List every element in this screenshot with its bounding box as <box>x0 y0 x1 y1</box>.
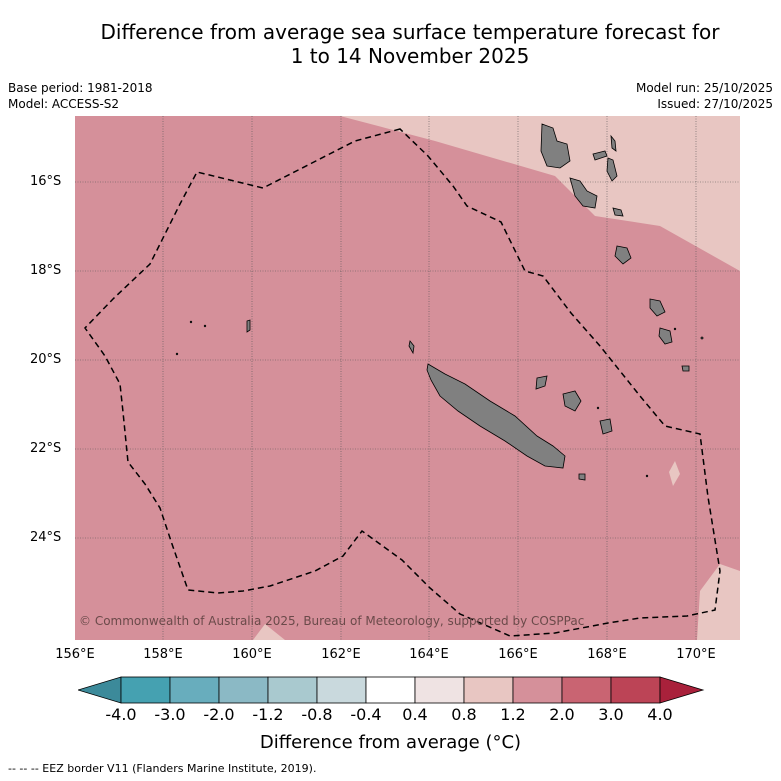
new-caledonia-island <box>426 363 566 469</box>
lon-label: 164°E <box>409 647 449 662</box>
meta-left: Base period: 1981-2018 Model: ACCESS-S2 <box>8 80 153 112</box>
islet-6 <box>700 336 704 340</box>
erromango-island <box>649 298 666 317</box>
colorbar-segment <box>120 676 171 704</box>
lat-label: 16°S <box>30 174 62 189</box>
land-masses <box>175 123 704 481</box>
colorbar <box>76 674 708 710</box>
lat-label: 22°S <box>30 441 62 456</box>
lon-label: 156°E <box>55 647 95 662</box>
colorbar-extend-low <box>76 676 122 704</box>
pentecost-island <box>606 157 618 182</box>
meta-right: Model run: 25/10/2025 Issued: 27/10/2025 <box>636 80 773 112</box>
colorbar-svg <box>76 676 705 704</box>
espiritu-santo-island <box>540 123 571 169</box>
colorbar-extend-high <box>659 676 705 704</box>
lifou-island <box>562 390 582 412</box>
maewo-island <box>610 134 617 152</box>
anomaly-zone-mild-northeast <box>340 116 740 271</box>
chesterfield-island <box>246 319 251 333</box>
colorbar-tick-label: 1.2 <box>500 705 526 724</box>
anomaly-zone-mild-southeast <box>697 564 740 640</box>
colorbar-tick-label: -1.2 <box>252 705 284 724</box>
malekula-island <box>569 177 598 209</box>
isle-of-pines <box>578 473 586 481</box>
colorbar-segment <box>512 676 563 704</box>
lon-label: 162°E <box>321 647 361 662</box>
model-name: Model: ACCESS-S2 <box>8 97 120 111</box>
title-line-2: 1 to 14 November 2025 <box>290 44 530 68</box>
colorbar-segment <box>610 676 661 704</box>
lon-label: 160°E <box>232 647 272 662</box>
tanna-island <box>658 327 673 345</box>
title-line-1: Difference from average sea surface temp… <box>100 20 720 44</box>
islet-5 <box>673 327 677 331</box>
colorbar-tick-label: 3.0 <box>598 705 624 724</box>
colorbar-tick-label: 0.4 <box>402 705 428 724</box>
lon-label: 166°E <box>498 647 538 662</box>
issued-date: Issued: 27/10/2025 <box>657 97 773 111</box>
map-title: Difference from average sea surface temp… <box>60 20 760 68</box>
belep-island <box>408 340 415 355</box>
islet-7 <box>645 474 649 478</box>
eez-border <box>84 128 721 637</box>
lat-label: 18°S <box>30 263 62 278</box>
ambae-island <box>592 150 608 161</box>
colorbar-tick-label: 0.8 <box>451 705 477 724</box>
islet-3 <box>175 352 179 356</box>
aneityum-island <box>681 365 690 372</box>
map-area[interactable] <box>75 116 740 640</box>
islet-2 <box>203 324 207 328</box>
colorbar-segment <box>169 676 220 704</box>
colorbar-segment <box>316 676 367 704</box>
anomaly-zone-mild-south <box>253 624 285 640</box>
colorbar-tick-label: 4.0 <box>647 705 673 724</box>
colorbar-segment <box>365 676 416 704</box>
eez-legend-footnote: -- -- -- EEZ border V11 (Flanders Marine… <box>8 762 317 775</box>
graticule <box>75 116 740 640</box>
lon-label: 170°E <box>676 647 716 662</box>
colorbar-tick-label: -0.8 <box>301 705 333 724</box>
lon-label: 168°E <box>587 647 627 662</box>
islet-1 <box>189 320 193 324</box>
colorbar-segment <box>218 676 269 704</box>
colorbar-tick-label: -3.0 <box>154 705 186 724</box>
colorbar-segment <box>414 676 465 704</box>
lon-label: 158°E <box>143 647 183 662</box>
map-canvas <box>75 116 740 640</box>
colorbar-segment <box>561 676 612 704</box>
colorbar-tick-label: 2.0 <box>549 705 575 724</box>
epi-island <box>612 207 624 217</box>
anomaly-patch-small <box>669 461 680 486</box>
model-run: Model run: 25/10/2025 <box>635 81 773 95</box>
efate-island <box>614 245 632 265</box>
lat-label: 20°S <box>30 352 62 367</box>
colorbar-tick-label: -0.4 <box>350 705 382 724</box>
colorbar-tick-label: -2.0 <box>203 705 235 724</box>
colorbar-segment <box>267 676 318 704</box>
colorbar-tick-label: -4.0 <box>105 705 137 724</box>
base-period: Base period: 1981-2018 <box>8 81 153 95</box>
colorbar-title: Difference from average (°C) <box>259 732 522 753</box>
lat-label: 24°S <box>30 530 62 545</box>
islet-4 <box>596 406 600 410</box>
ouvea-island <box>535 375 548 390</box>
copyright-notice: © Commonwealth of Australia 2025, Bureau… <box>79 614 585 628</box>
mare-island <box>599 418 613 435</box>
colorbar-segment <box>463 676 514 704</box>
